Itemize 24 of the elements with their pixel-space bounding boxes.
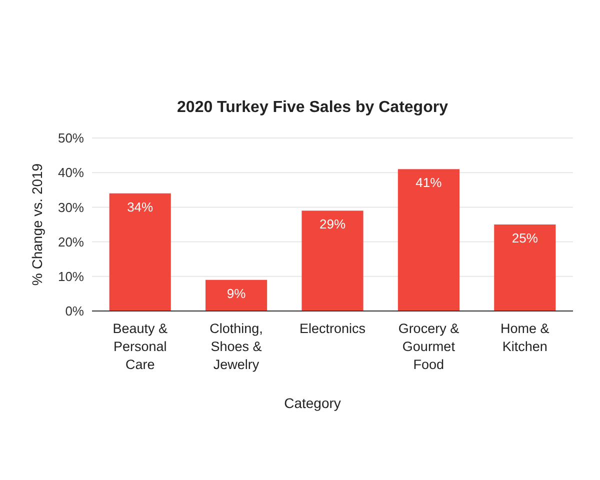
data-label: 29% (319, 216, 346, 232)
bar (109, 193, 171, 311)
bar (206, 280, 268, 311)
y-tick-label: 0% (65, 304, 84, 319)
x-tick-label: Home & Kitchen (500, 321, 550, 354)
x-tick-label: Clothing, Shoes & Jewelry (210, 321, 263, 372)
data-label: 25% (512, 230, 538, 246)
chart-title: 2020 Turkey Five Sales by Category (177, 99, 448, 116)
y-tick-label: 50% (58, 130, 84, 146)
bar (302, 210, 364, 311)
bar (494, 224, 556, 311)
x-tick-label: Beauty & Personal Care (112, 321, 168, 372)
x-axis-title: Category (284, 395, 341, 411)
bar (398, 169, 460, 311)
data-label: 41% (416, 175, 442, 190)
x-tick-label: Electronics (299, 321, 366, 336)
data-label: 34% (127, 199, 154, 214)
y-tick-label: 10% (58, 268, 84, 284)
y-tick-label: 30% (58, 200, 84, 215)
x-tick-label: Grocery & Gourmet Food (398, 321, 460, 372)
y-axis-title: % Change vs. 2019 (29, 163, 45, 286)
data-label: 9% (226, 286, 246, 301)
y-tick-label: 40% (58, 165, 84, 180)
y-tick-label: 20% (58, 234, 84, 250)
